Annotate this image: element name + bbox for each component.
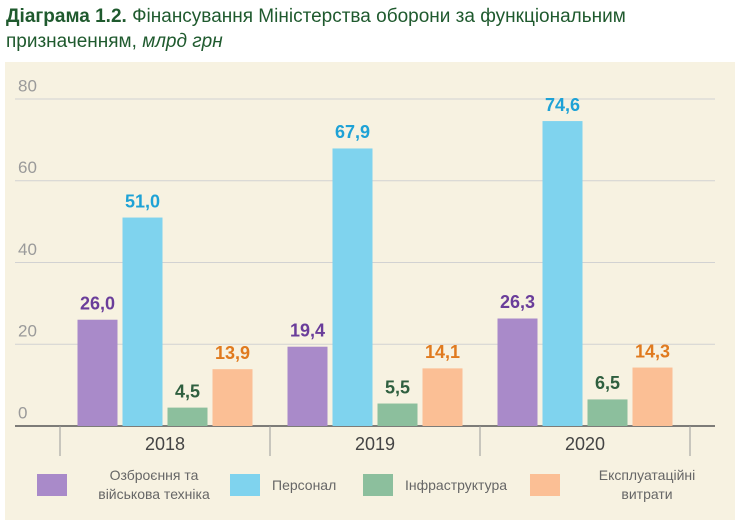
legend-item: Озброєння та військова техніка [37,462,229,508]
legend-swatch [363,474,393,496]
bar [632,367,673,426]
bar [497,318,538,426]
value-label: 5,5 [385,377,410,397]
bar [287,346,328,426]
x-tick-label: 2019 [355,434,395,454]
bar [377,403,418,426]
value-label: 26,0 [80,293,115,313]
bar [77,319,118,426]
bar [122,217,163,426]
title-block: Діаграма 1.2. Фінансування Міністерства … [6,4,736,54]
legend-item: Експлуатаційні витрати [530,462,722,508]
bar [587,399,628,426]
legend-label: Персонал [272,476,337,493]
value-label: 51,0 [125,191,160,211]
legend-label: Експлуатаційні витрати [598,467,696,502]
legend-label: Інфраструктура [405,476,508,493]
y-tick-label: 0 [18,403,27,422]
x-tick-label: 2020 [565,434,605,454]
legend-swatch [530,474,560,496]
value-label: 13,9 [215,343,250,363]
value-label: 26,3 [500,292,535,312]
value-label: 74,6 [545,95,580,115]
unit: млрд грн [142,31,223,52]
value-label: 14,1 [425,342,460,362]
bar [542,121,583,426]
bar [167,407,208,426]
bar [212,369,253,426]
x-tick-label: 2018 [145,434,185,454]
legend-swatch [230,474,260,496]
legend-label: Озброєння та військова техніка [98,467,210,502]
value-label: 19,4 [290,320,325,340]
legend-item: Персонал [230,462,336,508]
legend-item: Інфраструктура [363,462,507,508]
y-tick-label: 80 [18,76,37,95]
value-label: 14,3 [635,341,670,361]
y-tick-label: 40 [18,240,37,259]
bar [332,148,373,427]
chart-title: Фінансування Міністерства оборони за фун… [6,6,626,52]
value-label: 6,5 [595,373,620,393]
bar [422,368,463,426]
value-label: 67,9 [335,122,370,142]
y-tick-label: 20 [18,322,37,341]
legend: Озброєння та військова техніка Персонал Ін… [0,462,740,512]
y-tick-label: 60 [18,158,37,177]
value-label: 4,5 [175,381,200,401]
legend-swatch [37,474,67,496]
title-label: Діаграма 1.2. [6,6,127,27]
